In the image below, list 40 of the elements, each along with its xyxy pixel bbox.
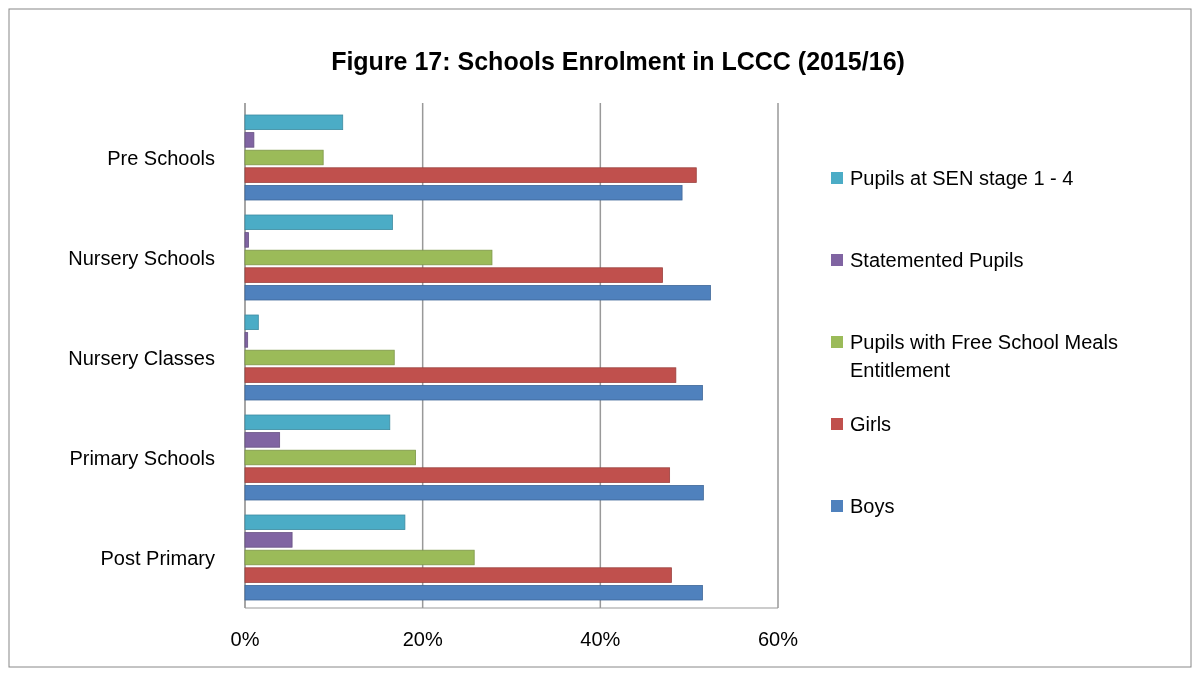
y-tick-label: Primary Schools: [69, 447, 215, 469]
x-tick-label: 20%: [402, 628, 443, 650]
bar: [244, 567, 672, 583]
x-tick-label: 0%: [230, 628, 260, 650]
bar: [244, 485, 704, 501]
bar: [244, 532, 293, 548]
legend-label: Pupils with Free School Meals Entitlement: [850, 331, 1118, 381]
bar: [244, 232, 249, 248]
x-tick-label: 40%: [580, 628, 621, 650]
bar: [244, 132, 255, 148]
bar: [244, 467, 671, 483]
bar: [244, 349, 395, 366]
bar: [244, 185, 683, 201]
bar: [244, 385, 703, 401]
x-tick-label: 60%: [757, 628, 799, 650]
y-tick-label: Nursery Classes: [68, 347, 215, 369]
bar: [244, 332, 249, 348]
bar: [244, 114, 344, 130]
legend-label: Statemented Pupils: [850, 249, 1024, 271]
bar: [244, 149, 324, 166]
chart-title: Figure 17: Schools Enrolment in LCCC (2015/16): [331, 47, 905, 75]
bar: [244, 249, 493, 266]
bar: [244, 549, 475, 566]
legend-label: Boys: [850, 495, 895, 517]
bar: [244, 585, 703, 601]
bar: [244, 214, 393, 230]
bar: [244, 367, 677, 383]
legend-label: Girls: [850, 413, 892, 435]
y-tick-label: Nursery Schools: [68, 247, 215, 269]
bar: [244, 314, 259, 330]
bar: [244, 514, 406, 530]
legend-label: Pupils at SEN stage 1 - 4: [850, 167, 1074, 189]
y-tick-label: Post Primary: [100, 547, 215, 569]
bar: [244, 267, 663, 283]
bar: [244, 432, 281, 448]
bar: [244, 449, 416, 466]
bar: [244, 414, 391, 430]
y-tick-label: Pre Schools: [107, 147, 215, 169]
bar: [244, 285, 711, 301]
bar: [244, 167, 697, 183]
